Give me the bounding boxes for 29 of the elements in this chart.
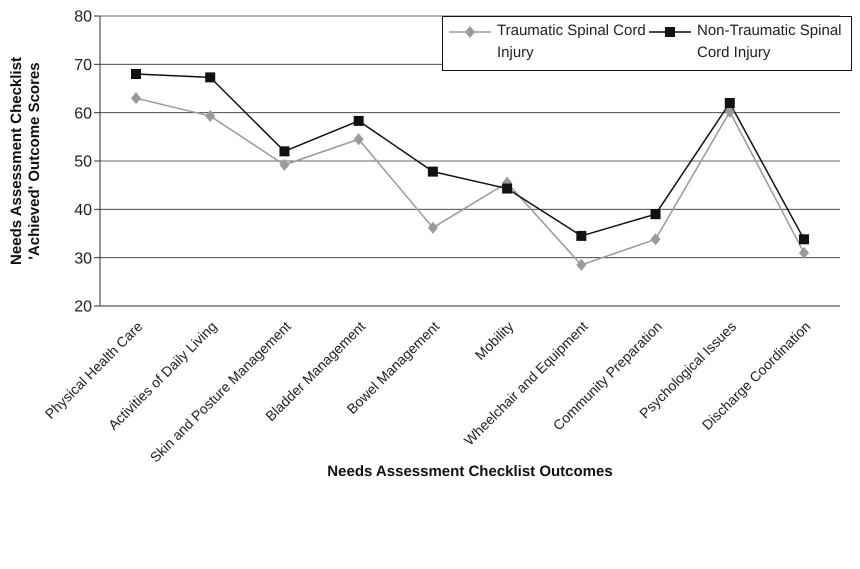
point [279,146,290,156]
point [205,110,216,122]
y-tick-label: 20 [74,298,92,316]
point [799,234,809,244]
point [799,246,809,259]
point [131,69,141,79]
legend-label: Non-Traumatic Spinal Cord Injury [697,21,842,63]
point [576,258,586,271]
point [502,184,512,194]
point [131,92,141,104]
y-tick-label: 30 [74,250,92,268]
point [354,116,364,126]
point [205,72,216,82]
y-axis-title: Needs Assessment Checklist 'Achieved' Outcome Scores [8,57,43,265]
point [428,166,438,177]
y-tick-label: 60 [74,105,92,122]
x-axis-title: Needs Assessment Checklist Outcomes [327,463,613,480]
y-tick-label: 50 [74,154,92,171]
point [650,209,661,220]
point [354,133,364,146]
point [724,98,735,108]
point [279,158,290,171]
point [428,222,438,234]
y-tick-label: 70 [74,57,92,74]
y-tick-label: 40 [74,202,92,220]
legend-label: Traumatic Spinal Cord Injury [497,21,647,63]
point [576,230,586,241]
y-tick-label: 80 [74,8,92,26]
point [650,233,661,246]
